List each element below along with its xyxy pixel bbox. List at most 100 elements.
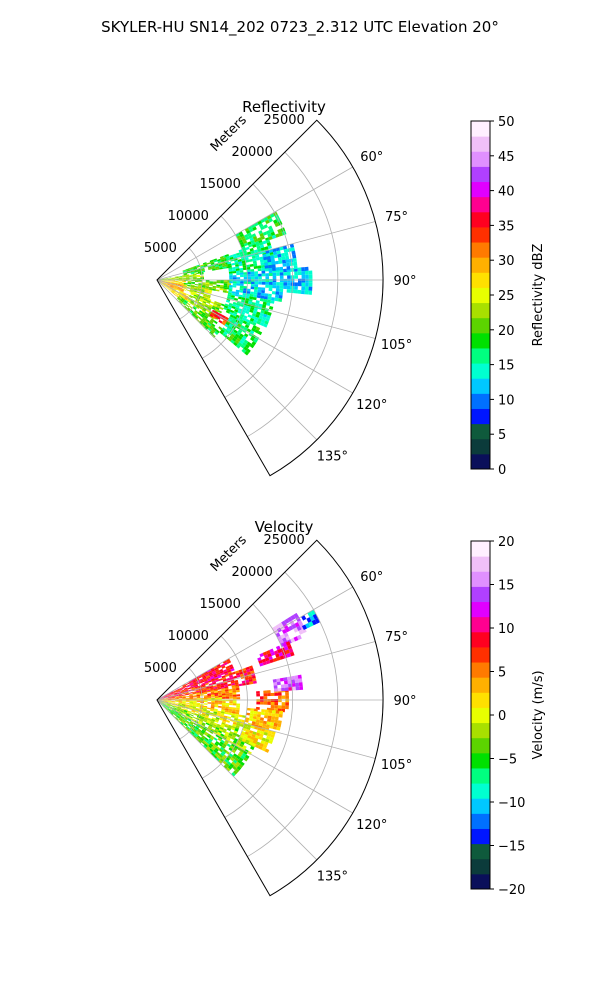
data-cell (193, 269, 198, 272)
radial-tick-label: 15000 (200, 177, 241, 192)
data-cell (232, 285, 237, 288)
data-cell (203, 705, 208, 708)
data-cell (201, 303, 206, 307)
data-cell (223, 662, 228, 666)
data-cell (279, 272, 284, 276)
data-cell (246, 348, 251, 354)
data-cell (229, 666, 234, 670)
colorbar-tick-label: 35 (498, 219, 515, 234)
data-cell (253, 294, 258, 298)
data-cell (184, 296, 188, 300)
data-cell (231, 291, 236, 294)
data-cell (181, 691, 185, 694)
data-cell (245, 679, 250, 683)
data-cell (240, 741, 245, 746)
data-cell (163, 702, 168, 704)
data-cell (189, 275, 193, 277)
data-cell (242, 745, 247, 750)
data-cell (178, 718, 183, 722)
data-cell (285, 695, 289, 699)
data-cell (175, 291, 179, 294)
data-cell (248, 665, 254, 670)
data-cell (231, 761, 236, 766)
data-cell (185, 275, 190, 277)
data-cell (246, 269, 251, 273)
data-cell (216, 305, 221, 309)
data-cell (185, 693, 190, 696)
colorbar-segment (471, 601, 490, 618)
data-cell (228, 267, 233, 270)
data-cell (215, 757, 220, 762)
data-cell (245, 308, 251, 312)
data-cell (227, 261, 232, 265)
data-cell (258, 736, 263, 741)
data-cell (234, 293, 239, 297)
data-cell (254, 329, 259, 334)
data-cell (269, 736, 274, 742)
velocity-panel: Velocity500010000150002000025000Meters60… (144, 518, 417, 897)
data-cell (282, 259, 287, 264)
data-cell (260, 711, 265, 716)
data-cell (181, 690, 185, 693)
data-cell (174, 697, 179, 699)
data-cell (180, 688, 184, 691)
data-cell (224, 711, 229, 715)
data-cell (229, 696, 233, 699)
data-cell (241, 680, 246, 684)
data-cell (274, 705, 279, 709)
data-cell (264, 748, 270, 753)
data-cell (171, 282, 175, 284)
data-cell (219, 717, 224, 721)
data-cell (230, 668, 235, 672)
data-cell (173, 706, 178, 708)
data-cell (185, 698, 190, 700)
azimuth-gridline (156, 279, 353, 394)
data-cell (288, 625, 294, 631)
data-cell (192, 707, 196, 709)
data-cell (235, 709, 240, 713)
data-cell (273, 650, 279, 655)
data-cell (185, 721, 190, 725)
data-cell (311, 619, 317, 626)
data-cell (232, 253, 237, 257)
data-cell (233, 311, 238, 315)
colorbar-segment (471, 843, 490, 860)
data-cell (287, 282, 291, 286)
colorbar-tick-label: 20 (498, 324, 515, 339)
data-cell (212, 304, 217, 307)
data-cell (216, 284, 221, 287)
data-cell (250, 276, 255, 280)
data-cell (226, 677, 231, 681)
data-cell (210, 315, 215, 320)
data-cell (201, 674, 206, 678)
data-cell (188, 706, 193, 709)
data-cell (211, 717, 216, 721)
data-cell (162, 704, 166, 707)
colorbar-segment (471, 571, 490, 587)
data-cell (180, 289, 184, 292)
data-cell (167, 698, 172, 700)
data-cell (207, 313, 212, 318)
data-cell (185, 726, 190, 730)
data-cell (229, 676, 234, 680)
data-cell (228, 316, 234, 320)
data-cell (260, 235, 266, 240)
data-cell (312, 613, 319, 620)
data-cell (212, 285, 217, 288)
data-cell (167, 709, 172, 712)
data-cell (232, 690, 237, 693)
data-cell (253, 713, 258, 717)
data-cell (196, 275, 201, 278)
data-cell (205, 303, 210, 307)
data-cell (204, 737, 209, 741)
data-cell (197, 728, 202, 732)
colorbar-segment (471, 737, 490, 754)
data-cell (209, 723, 213, 727)
data-cell (190, 271, 195, 274)
data-cell (213, 259, 218, 263)
data-cell (242, 290, 247, 294)
data-cell (226, 660, 232, 664)
data-cell (167, 283, 171, 286)
data-cell (241, 752, 247, 758)
data-cell (193, 287, 198, 290)
